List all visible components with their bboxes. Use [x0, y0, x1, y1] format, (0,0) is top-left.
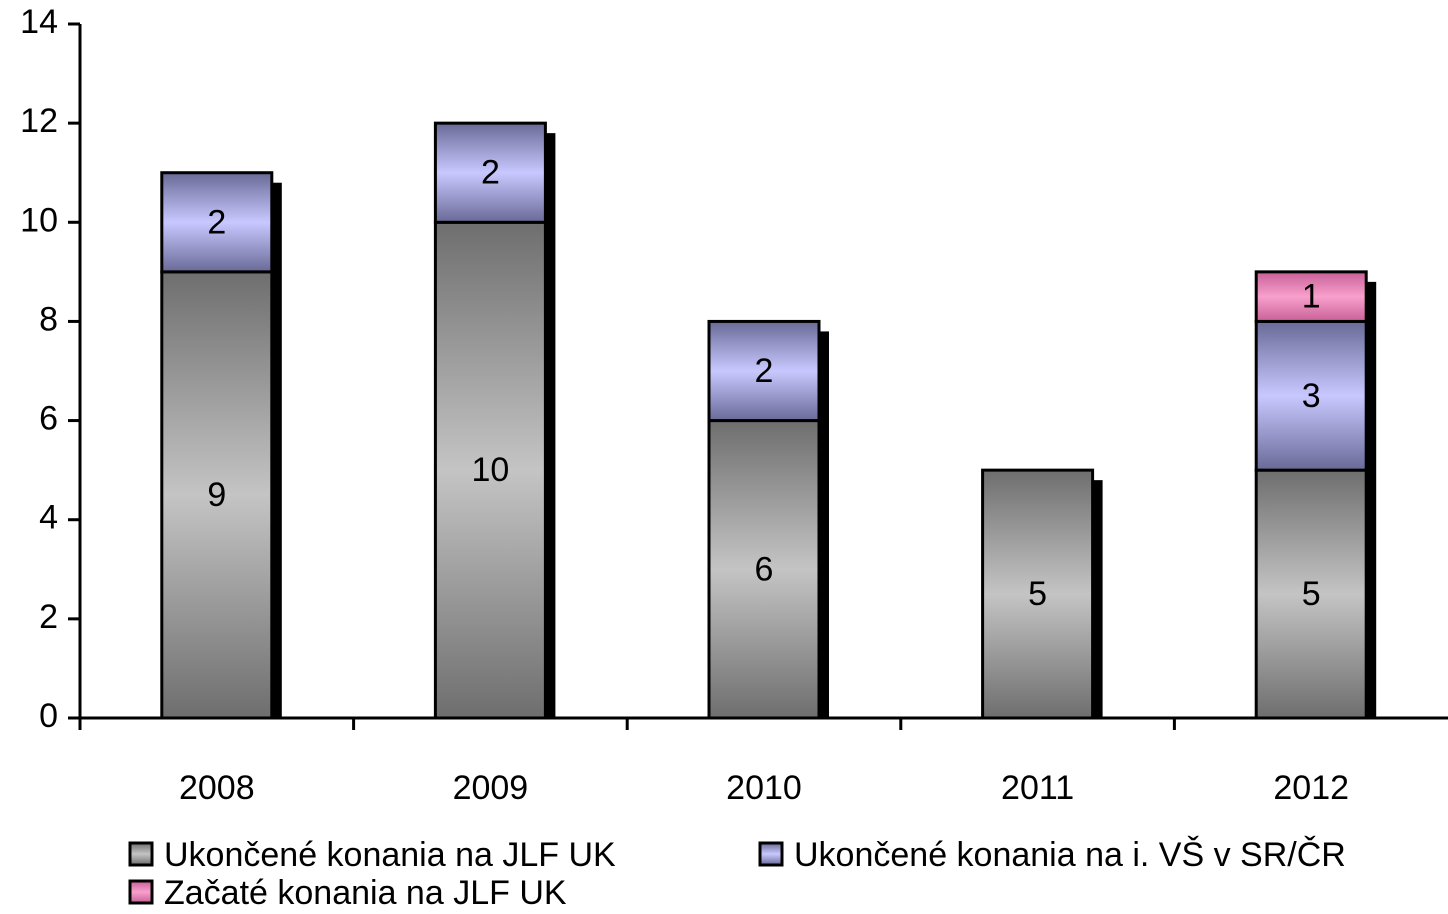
x-tick-label: 2012 [1273, 769, 1349, 807]
legend-swatch [758, 841, 784, 867]
data-label: 5 [1302, 575, 1321, 613]
bar-segment [433, 121, 547, 224]
legend-label: Ukončené konania na JLF UK [164, 836, 616, 874]
data-label: 2 [755, 352, 774, 390]
data-label: 10 [471, 451, 509, 489]
data-label: 6 [755, 550, 774, 588]
bar-segment [707, 319, 821, 423]
bar-segment [160, 270, 274, 720]
bar-segment [707, 419, 821, 720]
x-tick-label: 2011 [1001, 769, 1074, 807]
y-tick-label: 14 [20, 3, 58, 41]
data-label: 3 [1302, 377, 1321, 415]
data-label: 1 [1302, 278, 1321, 316]
x-tick-label: 2009 [453, 769, 529, 807]
y-tick-label: 4 [39, 499, 58, 537]
y-tick-label: 6 [39, 400, 58, 438]
y-tick-label: 12 [20, 102, 58, 140]
y-tick-label: 0 [39, 697, 58, 735]
y-tick-label: 8 [39, 300, 58, 338]
bar-segment [1254, 319, 1368, 472]
y-tick-label: 2 [39, 598, 58, 636]
bar-segment [1254, 270, 1368, 323]
data-label: 9 [207, 476, 226, 514]
legend-label: Začaté konania na JLF UK [164, 874, 567, 912]
data-label: 2 [481, 154, 500, 192]
x-tick-label: 2008 [179, 769, 255, 807]
data-label: 2 [207, 203, 226, 241]
bar-segment [160, 171, 274, 274]
legend-swatch [128, 841, 154, 867]
y-tick-label: 10 [20, 201, 58, 239]
bar-segment [981, 468, 1095, 720]
legend-label: Ukončené konania na i. VŠ v SR/ČR [794, 836, 1346, 874]
legend-swatch [128, 879, 154, 905]
data-label: 5 [1028, 575, 1047, 613]
x-tick-label: 2010 [726, 769, 802, 807]
